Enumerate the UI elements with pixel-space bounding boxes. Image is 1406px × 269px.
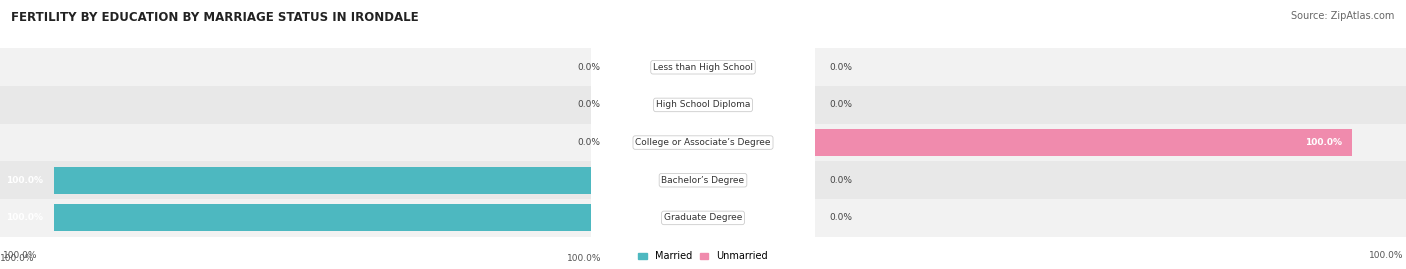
Text: 100.0%: 100.0%	[567, 254, 602, 263]
Text: High School Diploma: High School Diploma	[655, 100, 751, 109]
Text: 100.0%: 100.0%	[1368, 251, 1403, 260]
Legend: Married, Unmarried: Married, Unmarried	[638, 252, 768, 261]
Bar	[815, 86, 1406, 124]
Bar	[0, 161, 591, 199]
Text: 100.0%: 100.0%	[6, 213, 44, 222]
Bar	[815, 129, 1353, 156]
Bar	[0, 48, 591, 86]
Text: 0.0%: 0.0%	[830, 63, 852, 72]
Text: 0.0%: 0.0%	[830, 100, 852, 109]
Text: 100.0%: 100.0%	[0, 254, 35, 263]
Text: 0.0%: 0.0%	[830, 213, 852, 222]
Text: 0.0%: 0.0%	[576, 100, 600, 109]
Text: 100.0%: 100.0%	[3, 251, 38, 260]
Text: Bachelor’s Degree: Bachelor’s Degree	[661, 176, 745, 185]
Bar	[0, 199, 591, 237]
Bar	[815, 48, 1406, 86]
Bar	[53, 204, 591, 231]
Text: College or Associate’s Degree: College or Associate’s Degree	[636, 138, 770, 147]
Text: FERTILITY BY EDUCATION BY MARRIAGE STATUS IN IRONDALE: FERTILITY BY EDUCATION BY MARRIAGE STATU…	[11, 11, 419, 24]
Bar	[815, 124, 1406, 161]
Text: Graduate Degree: Graduate Degree	[664, 213, 742, 222]
Text: 0.0%: 0.0%	[576, 63, 600, 72]
Bar	[815, 199, 1406, 237]
Bar	[815, 161, 1406, 199]
Bar	[53, 167, 591, 194]
Bar	[0, 86, 591, 124]
Text: Source: ZipAtlas.com: Source: ZipAtlas.com	[1291, 11, 1395, 21]
Text: 0.0%: 0.0%	[830, 176, 852, 185]
Text: 0.0%: 0.0%	[576, 138, 600, 147]
Text: Less than High School: Less than High School	[652, 63, 754, 72]
Text: 100.0%: 100.0%	[1305, 138, 1341, 147]
Text: 100.0%: 100.0%	[6, 176, 44, 185]
Bar	[0, 124, 591, 161]
